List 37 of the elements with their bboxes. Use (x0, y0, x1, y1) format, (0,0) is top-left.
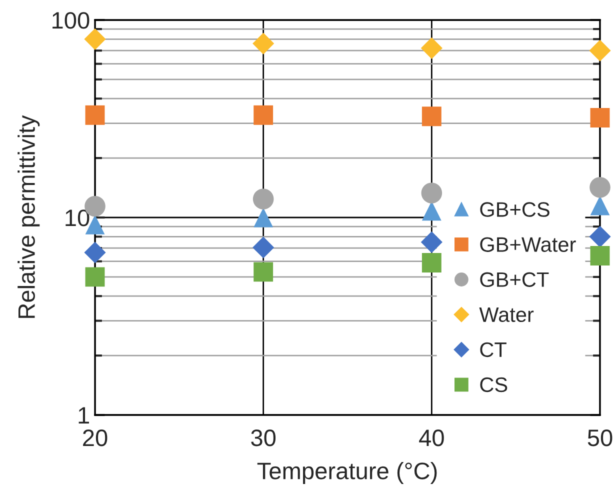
point (254, 208, 274, 228)
y-tick-label: 10 (66, 210, 90, 226)
x-tick-label: 40 (419, 430, 444, 446)
point (590, 177, 610, 198)
point (422, 106, 442, 126)
point (590, 196, 610, 216)
y-tick-label: 1 (78, 407, 89, 424)
point (252, 32, 274, 54)
point (589, 226, 611, 248)
y-axis-title: Relative permittivity (18, 115, 40, 318)
x-axis-title: Temperature (°C) (257, 462, 437, 484)
point (420, 37, 442, 59)
point (254, 262, 274, 282)
legend-label: GB+CT (480, 272, 549, 287)
point (85, 267, 105, 287)
point (422, 201, 442, 221)
point (254, 105, 274, 125)
point (252, 188, 274, 210)
point (590, 246, 610, 266)
point (422, 253, 442, 272)
x-tick-label: 50 (588, 430, 612, 446)
legend-label: CS (480, 377, 508, 392)
point (252, 236, 274, 258)
legend-label: Water (479, 308, 534, 322)
y-tick-label: 100 (52, 12, 90, 29)
legend-label: CT (480, 342, 506, 358)
point (590, 108, 610, 128)
point (420, 231, 442, 253)
point (589, 40, 611, 62)
legend-label: GB+CS (480, 202, 550, 217)
point (85, 105, 105, 125)
point (84, 28, 106, 50)
point (421, 182, 442, 204)
x-tick-label: 20 (83, 430, 108, 446)
legend-label: GB+Water (480, 237, 576, 252)
point (84, 242, 106, 264)
x-tick-label: 30 (251, 430, 276, 446)
